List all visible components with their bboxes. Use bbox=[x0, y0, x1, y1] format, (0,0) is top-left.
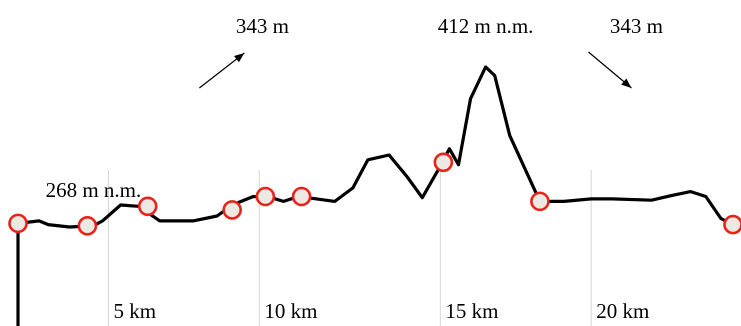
elevation-annotation: 268 m n.m. bbox=[46, 178, 142, 202]
waypoint-marker bbox=[8, 213, 28, 234]
vertical-gridlines bbox=[108, 170, 592, 326]
annotation-arrows bbox=[198, 51, 632, 89]
x-tick-label: 20 km bbox=[596, 299, 649, 323]
elevation-annotation: 343 m bbox=[610, 14, 663, 38]
arrow-head bbox=[234, 53, 245, 63]
waypoint-marker bbox=[222, 200, 242, 220]
waypoint-marker bbox=[433, 152, 454, 173]
waypoint-marker bbox=[137, 196, 158, 217]
elevation-annotation: 343 m bbox=[236, 14, 289, 38]
x-tick-label: 15 km bbox=[445, 299, 498, 323]
waypoint-marker bbox=[291, 186, 312, 207]
arrow-head bbox=[621, 78, 632, 88]
elevation-annotation: 412 m n.m. bbox=[438, 14, 534, 38]
waypoint-marker bbox=[530, 191, 550, 212]
x-tick-label: 5 km bbox=[114, 299, 157, 323]
waypoint-markers bbox=[8, 152, 741, 236]
waypoint-marker bbox=[723, 214, 741, 235]
x-tick-label: 10 km bbox=[264, 299, 317, 323]
waypoint-marker bbox=[255, 186, 276, 207]
elevation-line bbox=[16, 65, 735, 326]
labels-layer: 5 km 10 km 15 km 20 km 343 m 412 m n.m. 343 m 2… bbox=[46, 14, 663, 323]
waypoint-marker bbox=[77, 216, 98, 236]
elevation-series-line bbox=[16, 65, 735, 326]
